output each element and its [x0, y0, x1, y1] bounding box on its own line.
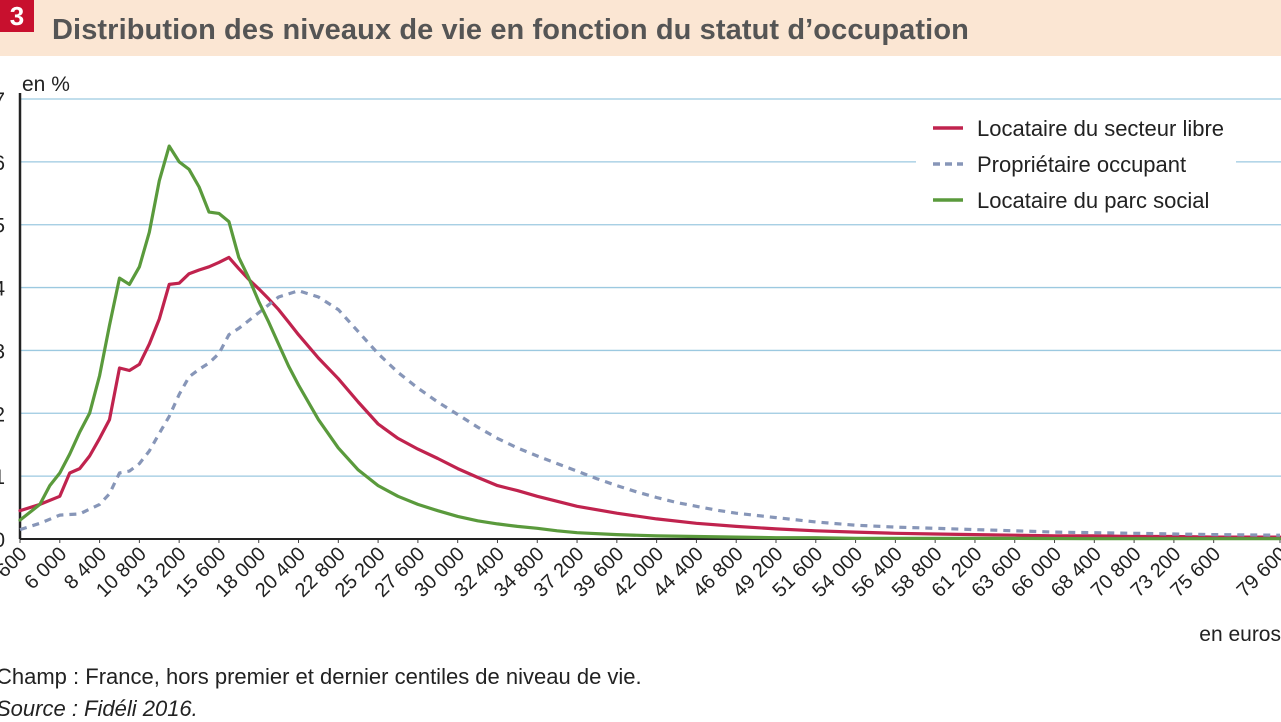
figure-number-badge: 3 [0, 0, 34, 32]
y-axis-label: en % [22, 73, 70, 96]
title-band [0, 0, 1281, 56]
y-tick-label: 5 [0, 215, 5, 238]
legend-label-3: Locataire du parc social [977, 188, 1209, 213]
y-tick-label: 1 [0, 466, 5, 489]
series-line-3 [18, 144, 1281, 541]
scope-note: Champ : France, hors premier et dernier … [0, 664, 642, 689]
x-axis-label: en euros [1199, 623, 1281, 646]
x-tick-label: 79 600 [1233, 543, 1281, 602]
y-tick-label: 3 [0, 340, 5, 363]
y-tick-label: 4 [0, 278, 5, 301]
legend-background [916, 108, 1236, 218]
legend-label-1: Locataire du secteur libre [977, 116, 1224, 141]
y-axis-ticks: 0 1 2 3 4 5 6 7 [0, 89, 5, 552]
series-line-1 [18, 255, 1281, 539]
legend-label-2: Propriétaire occupant [977, 152, 1186, 177]
series-lines [18, 144, 1281, 541]
y-tick-label: 2 [0, 403, 5, 426]
y-tick-label: 0 [0, 529, 5, 552]
legend-box [916, 108, 1236, 218]
y-tick-label: 7 [0, 89, 5, 112]
y-tick-label: 6 [0, 152, 5, 175]
x-tick-label: 6 000 [20, 543, 71, 594]
legend: Locataire du secteur libre Propriétaire o… [933, 116, 1224, 213]
chart-title: Distribution des niveaux de vie en fonct… [52, 14, 969, 46]
source-note: Source : Fidéli 2016. [0, 696, 198, 721]
